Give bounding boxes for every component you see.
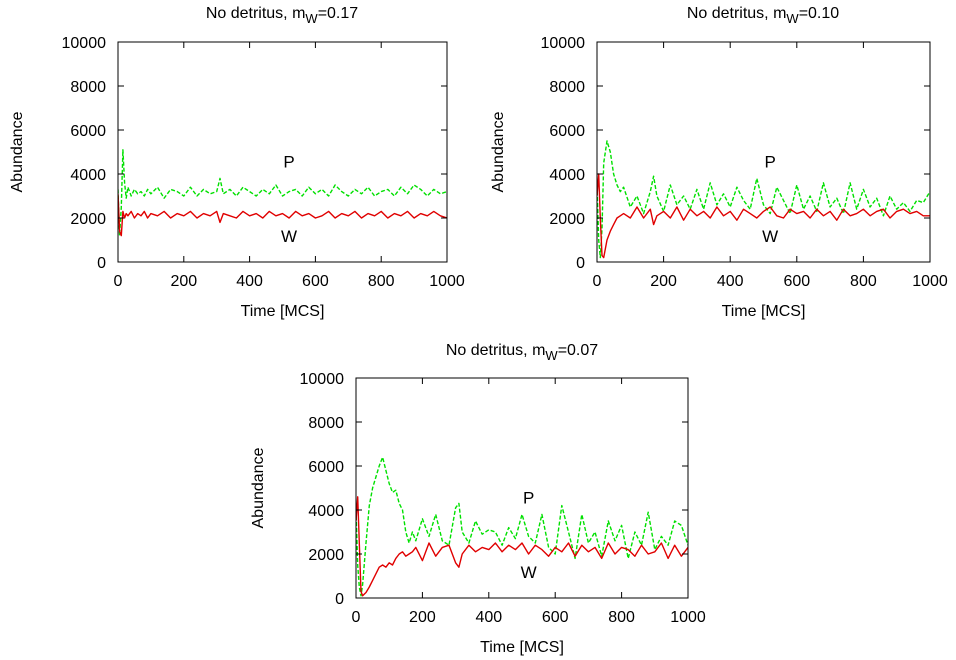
series-annotation: W: [521, 563, 537, 582]
series-line-w: [118, 193, 447, 237]
x-tick-label: 1000: [670, 609, 706, 626]
chart-title-main: No detritus, m: [206, 5, 306, 22]
panel-mw-017: No detritus, mW=0.170 200 400 600 800 1000020…: [9, 5, 465, 320]
y-tick-label: 2000: [308, 547, 344, 564]
series-line-p: [356, 456, 688, 597]
y-tick-label: 4000: [70, 167, 106, 184]
chart-title-value: =0.17: [318, 5, 359, 22]
y-tick-label: 8000: [70, 79, 106, 96]
plot-frame: [355, 377, 689, 599]
y-axis-label: Abundance: [9, 111, 26, 192]
y-tick-label: 10000: [62, 35, 107, 52]
chart-title-main: No detritus, m: [446, 342, 546, 359]
x-tick-label: 0: [114, 273, 123, 290]
series-annotation: P: [283, 152, 294, 171]
x-tick-label: 0: [352, 609, 361, 626]
x-axis-label: Time [MCS]: [241, 303, 325, 320]
y-tick-label: 2000: [70, 211, 106, 228]
x-tick-label: 400: [717, 273, 744, 290]
chart-title: No detritus, mW=0.07: [446, 342, 598, 363]
chart-title-value: =0.07: [558, 342, 599, 359]
x-tick-label: 800: [368, 273, 395, 290]
y-axis-label: Abundance: [490, 111, 507, 192]
y-tick-label: 4000: [308, 503, 344, 520]
chart-title-subscript: W: [305, 11, 318, 26]
y-tick-label: 8000: [308, 415, 344, 432]
panel-mw-010: No detritus, mW=0.100 200 400 600 800 1000020…: [490, 5, 948, 320]
plot-frame: [596, 41, 931, 263]
x-tick-label: 0: [593, 273, 602, 290]
chart-title-subscript: W: [786, 11, 799, 26]
panel-mw-007: No detritus, mW=0.070 200 400 600 800 1000020…: [250, 342, 706, 656]
series-line-w: [597, 173, 930, 259]
x-tick-label: 200: [650, 273, 677, 290]
y-tick-label: 10000: [541, 35, 586, 52]
x-tick-label: 1000: [912, 273, 948, 290]
y-tick-label: 0: [576, 255, 585, 272]
x-tick-label: 400: [236, 273, 263, 290]
x-tick-label: 1000: [429, 273, 465, 290]
y-tick-label: 2000: [549, 211, 585, 228]
x-tick-label: 600: [783, 273, 810, 290]
x-tick-label: 200: [409, 609, 436, 626]
y-tick-label: 0: [335, 591, 344, 608]
y-tick-label: 4000: [549, 167, 585, 184]
x-tick-label: 800: [850, 273, 877, 290]
chart-title: No detritus, mW=0.10: [687, 5, 839, 26]
x-tick-label: 400: [475, 609, 502, 626]
x-tick-label: 200: [170, 273, 197, 290]
series-annotation: P: [523, 488, 534, 507]
series-annotation: W: [281, 227, 297, 246]
series-line-p: [597, 140, 930, 259]
chart-title: No detritus, mW=0.17: [206, 5, 358, 26]
y-tick-label: 8000: [549, 79, 585, 96]
series-annotation: P: [764, 152, 775, 171]
y-axis-label: Abundance: [250, 447, 267, 528]
y-tick-label: 10000: [300, 371, 345, 388]
x-axis-label: Time [MCS]: [722, 303, 806, 320]
chart-title-subscript: W: [545, 348, 558, 363]
x-tick-label: 600: [302, 273, 329, 290]
series-annotation: W: [762, 227, 778, 246]
x-tick-label: 600: [542, 609, 569, 626]
chart-title-value: =0.10: [799, 5, 840, 22]
plot-frame: [117, 41, 448, 263]
y-tick-label: 6000: [70, 123, 106, 140]
chart-title-main: No detritus, m: [687, 5, 787, 22]
y-tick-label: 6000: [549, 123, 585, 140]
series-line-p: [118, 149, 447, 237]
x-tick-label: 800: [608, 609, 635, 626]
series-line-w: [356, 496, 688, 597]
y-tick-label: 0: [97, 255, 106, 272]
y-tick-label: 6000: [308, 459, 344, 476]
x-axis-label: Time [MCS]: [480, 639, 564, 656]
